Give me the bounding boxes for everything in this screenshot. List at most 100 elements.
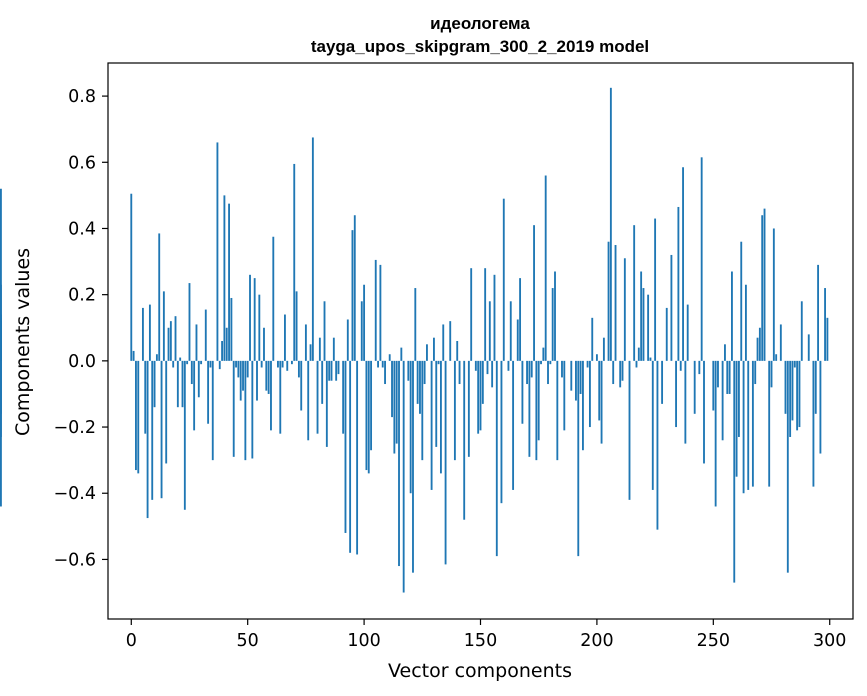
bar (507, 360, 510, 371)
bar (200, 360, 203, 365)
x-axis-label: Vector components (388, 660, 572, 682)
bar (346, 319, 349, 361)
bar (286, 360, 289, 371)
bar (519, 278, 522, 361)
bar (814, 360, 817, 414)
bar (0, 360, 2, 437)
bar (693, 360, 696, 414)
bar (654, 218, 657, 361)
bar (670, 254, 673, 361)
bar (579, 360, 582, 394)
bar (337, 360, 340, 375)
bar (784, 360, 787, 414)
bar (600, 360, 603, 444)
x-tick-label: 300 (813, 631, 846, 651)
bar (284, 314, 286, 361)
bar (712, 360, 715, 411)
bar (384, 360, 386, 385)
bar (141, 307, 144, 361)
bar (796, 360, 799, 431)
bar (556, 360, 559, 461)
bars-group (0, 87, 829, 593)
bar (826, 317, 829, 361)
bar (621, 360, 624, 381)
bar (656, 360, 659, 530)
bar (647, 294, 650, 361)
bar (609, 87, 612, 361)
bar (190, 360, 193, 385)
bar (637, 347, 640, 361)
bar (500, 360, 503, 504)
bar (433, 337, 435, 361)
bar (588, 360, 591, 428)
bar (812, 360, 815, 487)
bar (512, 360, 515, 490)
bar (176, 360, 179, 408)
bar (724, 344, 726, 361)
bar (230, 297, 233, 361)
bar (426, 344, 428, 361)
bar (549, 360, 552, 365)
bar (717, 360, 719, 388)
bar (183, 360, 186, 510)
bar (563, 360, 566, 431)
bar (246, 360, 249, 378)
bar (458, 360, 461, 385)
bar (423, 360, 426, 385)
bar (267, 360, 270, 394)
x-axis-ticks: 0 50 100 150 200 250 300 (126, 619, 846, 651)
bar (577, 360, 580, 557)
bar (409, 360, 412, 494)
bar (721, 360, 724, 441)
bar (728, 360, 731, 394)
bar (737, 360, 740, 437)
bar (174, 316, 177, 361)
bar (665, 307, 668, 361)
bar (726, 360, 729, 394)
bar (619, 360, 622, 388)
bar (591, 317, 594, 361)
bar (395, 360, 398, 444)
bar (686, 304, 689, 361)
bar (474, 360, 477, 371)
bar (172, 360, 175, 368)
bar (528, 360, 531, 457)
bar (779, 324, 782, 361)
bar (598, 360, 601, 421)
bar (763, 208, 766, 361)
bar (356, 360, 359, 555)
bar (437, 360, 440, 365)
bar (277, 360, 279, 368)
bar (817, 264, 820, 361)
x-tick-label: 150 (464, 631, 497, 651)
bar (684, 360, 687, 444)
bar (449, 321, 452, 361)
bar (253, 278, 256, 361)
bar (793, 360, 796, 368)
bar (165, 360, 168, 464)
bar (533, 225, 535, 361)
bar (682, 167, 684, 361)
bar (332, 337, 335, 361)
bar (467, 360, 470, 457)
bar (770, 360, 773, 388)
y-tick-label: 0.4 (68, 219, 96, 239)
bar (481, 360, 484, 404)
bar (800, 301, 803, 361)
bar (819, 360, 822, 454)
y-tick-label: 0.6 (68, 153, 96, 173)
bar (470, 268, 473, 361)
bar (221, 341, 224, 361)
bar (407, 360, 410, 381)
bar (225, 327, 228, 361)
bar (554, 271, 556, 361)
bar (263, 327, 265, 361)
bar (488, 301, 491, 361)
bar (484, 268, 487, 361)
bar (181, 360, 184, 408)
bar (439, 360, 442, 474)
bar (575, 360, 577, 401)
bar (649, 357, 652, 361)
bar (761, 215, 764, 361)
bar (328, 360, 331, 381)
